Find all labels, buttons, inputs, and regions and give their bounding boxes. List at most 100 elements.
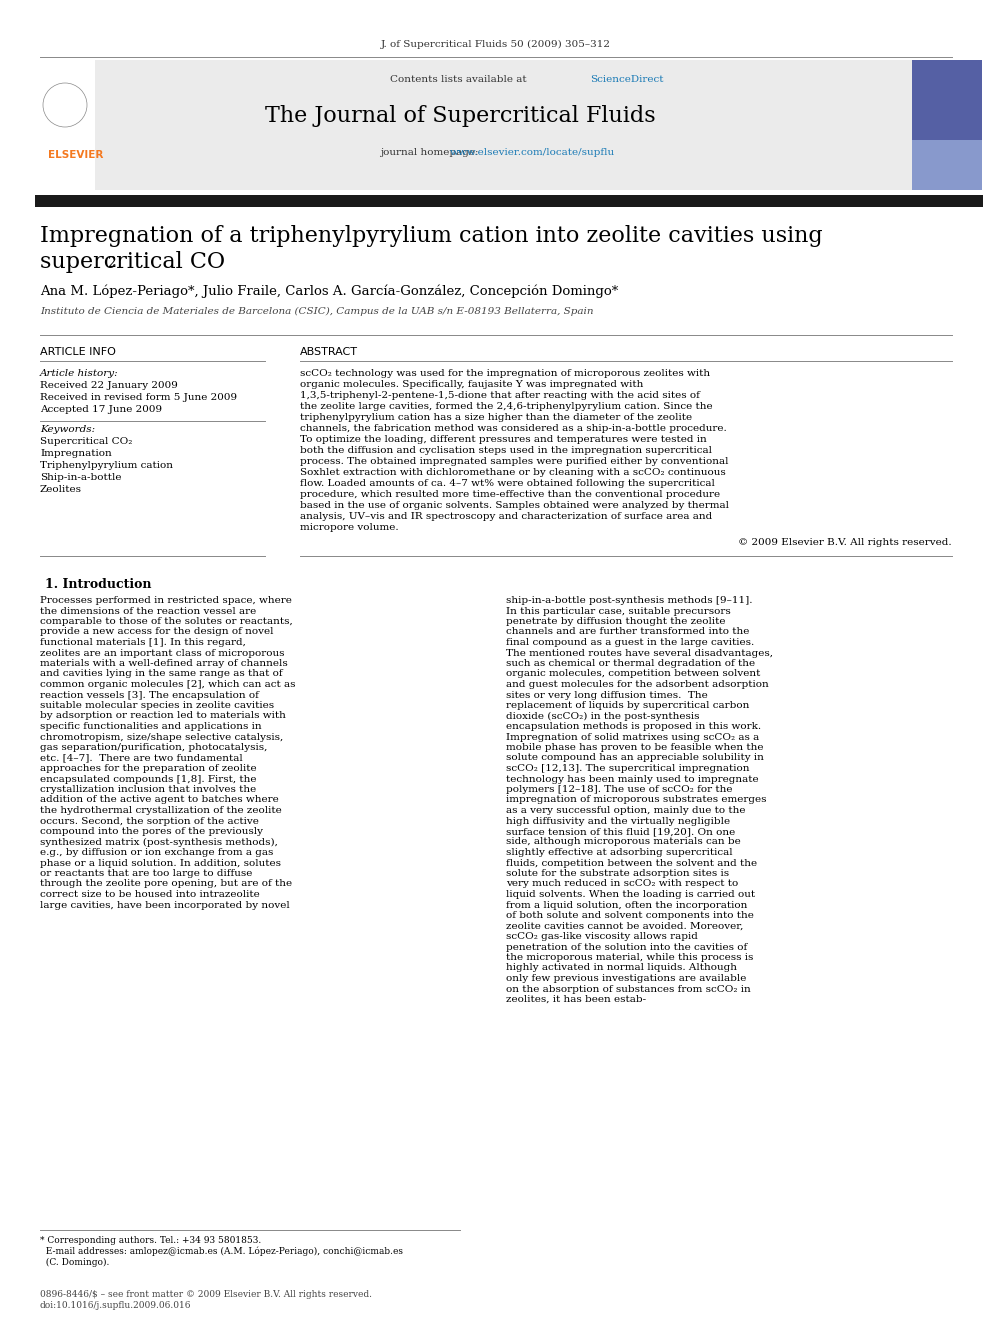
Text: from a liquid solution, often the incorporation: from a liquid solution, often the incorp… xyxy=(506,901,747,909)
Text: fluids, competition between the solvent and the: fluids, competition between the solvent … xyxy=(506,859,757,868)
Text: the microporous material, while this process is: the microporous material, while this pro… xyxy=(506,953,753,962)
Text: penetration of the solution into the cavities of: penetration of the solution into the cav… xyxy=(506,942,747,951)
Text: Received in revised form 5 June 2009: Received in revised form 5 June 2009 xyxy=(40,393,237,402)
Text: Keywords:: Keywords: xyxy=(40,425,95,434)
Text: polymers [12–18]. The use of scCO₂ for the: polymers [12–18]. The use of scCO₂ for t… xyxy=(506,785,732,794)
Text: gas separation/purification, photocatalysis,: gas separation/purification, photocataly… xyxy=(40,744,268,751)
Text: channels, the fabrication method was considered as a ship-in-a-bottle procedure.: channels, the fabrication method was con… xyxy=(300,423,727,433)
Text: materials with a well-defined array of channels: materials with a well-defined array of c… xyxy=(40,659,288,668)
Text: The mentioned routes have several disadvantages,: The mentioned routes have several disadv… xyxy=(506,648,773,658)
Text: scCO₂ [12,13]. The supercritical impregnation: scCO₂ [12,13]. The supercritical impregn… xyxy=(506,763,750,773)
Text: chromotropism, size/shape selective catalysis,: chromotropism, size/shape selective cata… xyxy=(40,733,284,741)
Text: organic molecules. Specifically, faujasite Y was impregnated with: organic molecules. Specifically, faujasi… xyxy=(300,380,644,389)
Text: by adsorption or reaction led to materials with: by adsorption or reaction led to materia… xyxy=(40,712,286,721)
Text: Processes performed in restricted space, where: Processes performed in restricted space,… xyxy=(40,595,292,605)
Text: of both solute and solvent components into the: of both solute and solvent components in… xyxy=(506,912,754,919)
Text: both the diffusion and cyclisation steps used in the impregnation supercritical: both the diffusion and cyclisation steps… xyxy=(300,446,712,455)
Text: liquid solvents. When the loading is carried out: liquid solvents. When the loading is car… xyxy=(506,890,755,900)
Text: as a very successful option, mainly due to the: as a very successful option, mainly due … xyxy=(506,806,746,815)
Text: Impregnation of solid matrixes using scCO₂ as a: Impregnation of solid matrixes using scC… xyxy=(506,733,759,741)
Text: based in the use of organic solvents. Samples obtained were analyzed by thermal: based in the use of organic solvents. Sa… xyxy=(300,501,729,509)
Text: zeolites are an important class of microporous: zeolites are an important class of micro… xyxy=(40,648,285,658)
Text: large cavities, have been incorporated by novel: large cavities, have been incorporated b… xyxy=(40,901,290,909)
Text: The Journal of Supercritical Fluids: The Journal of Supercritical Fluids xyxy=(265,105,656,127)
Text: addition of the active agent to batches where: addition of the active agent to batches … xyxy=(40,795,279,804)
Text: surface tension of this fluid [19,20]. On one: surface tension of this fluid [19,20]. O… xyxy=(506,827,735,836)
Text: technology has been mainly used to impregnate: technology has been mainly used to impre… xyxy=(506,774,759,783)
Text: reaction vessels [3]. The encapsulation of: reaction vessels [3]. The encapsulation … xyxy=(40,691,259,700)
Text: Impregnation of a triphenylpyrylium cation into zeolite cavities using: Impregnation of a triphenylpyrylium cati… xyxy=(40,225,822,247)
Text: ScienceDirect: ScienceDirect xyxy=(590,75,664,83)
Text: encapsulation methods is proposed in this work.: encapsulation methods is proposed in thi… xyxy=(506,722,761,732)
Text: ELSEVIER: ELSEVIER xyxy=(48,149,103,160)
Text: solute compound has an appreciable solubility in: solute compound has an appreciable solub… xyxy=(506,754,764,762)
Text: replacement of liquids by supercritical carbon: replacement of liquids by supercritical … xyxy=(506,701,749,710)
Text: penetrate by diffusion thought the zeolite: penetrate by diffusion thought the zeoli… xyxy=(506,617,725,626)
Text: final compound as a guest in the large cavities.: final compound as a guest in the large c… xyxy=(506,638,754,647)
Text: Received 22 January 2009: Received 22 January 2009 xyxy=(40,381,178,390)
Text: supercritical CO: supercritical CO xyxy=(40,251,225,273)
Text: approaches for the preparation of zeolite: approaches for the preparation of zeolit… xyxy=(40,763,257,773)
Text: such as chemical or thermal degradation of the: such as chemical or thermal degradation … xyxy=(506,659,755,668)
Text: highly activated in normal liquids. Although: highly activated in normal liquids. Alth… xyxy=(506,963,737,972)
Text: J. of Supercritical Fluids 50 (2009) 305–312: J. of Supercritical Fluids 50 (2009) 305… xyxy=(381,40,611,49)
Text: www.elsevier.com/locate/supflu: www.elsevier.com/locate/supflu xyxy=(450,148,615,157)
Text: the dimensions of the reaction vessel are: the dimensions of the reaction vessel ar… xyxy=(40,606,256,615)
Text: specific functionalities and applications in: specific functionalities and application… xyxy=(40,722,262,732)
Text: Supercritical CO₂: Supercritical CO₂ xyxy=(40,437,132,446)
Text: the zeolite large cavities, formed the 2,4,6-triphenylpyrylium cation. Since the: the zeolite large cavities, formed the 2… xyxy=(300,402,712,411)
Text: and cavities lying in the same range as that of: and cavities lying in the same range as … xyxy=(40,669,283,679)
Text: In this particular case, suitable precursors: In this particular case, suitable precur… xyxy=(506,606,731,615)
Text: Soxhlet extraction with dichloromethane or by cleaning with a scCO₂ continuous: Soxhlet extraction with dichloromethane … xyxy=(300,468,726,478)
FancyBboxPatch shape xyxy=(35,194,983,206)
Text: channels and are further transformed into the: channels and are further transformed int… xyxy=(506,627,749,636)
Text: correct size to be housed into intrazeolite: correct size to be housed into intrazeol… xyxy=(40,890,260,900)
Text: Ana M. López-Periago*, Julio Fraile, Carlos A. García-González, Concepción Domin: Ana M. López-Periago*, Julio Fraile, Car… xyxy=(40,284,618,299)
Text: common organic molecules [2], which can act as: common organic molecules [2], which can … xyxy=(40,680,296,689)
Text: synthesized matrix (post-synthesis methods),: synthesized matrix (post-synthesis metho… xyxy=(40,837,278,847)
Text: provide a new access for the design of novel: provide a new access for the design of n… xyxy=(40,627,274,636)
Text: ABSTRACT: ABSTRACT xyxy=(300,347,358,357)
Text: scCO₂ gas-like viscosity allows rapid: scCO₂ gas-like viscosity allows rapid xyxy=(506,931,698,941)
Text: flow. Loaded amounts of ca. 4–7 wt% were obtained following the supercritical: flow. Loaded amounts of ca. 4–7 wt% were… xyxy=(300,479,715,488)
Text: mobile phase has proven to be feasible when the: mobile phase has proven to be feasible w… xyxy=(506,744,764,751)
Text: functional materials [1]. In this regard,: functional materials [1]. In this regard… xyxy=(40,638,246,647)
Text: on the absorption of substances from scCO₂ in: on the absorption of substances from scC… xyxy=(506,984,751,994)
Text: Accepted 17 June 2009: Accepted 17 June 2009 xyxy=(40,405,162,414)
Text: comparable to those of the solutes or reactants,: comparable to those of the solutes or re… xyxy=(40,617,293,626)
Text: (C. Domingo).: (C. Domingo). xyxy=(40,1258,109,1267)
Text: Contents lists available at: Contents lists available at xyxy=(390,75,530,83)
Text: 2: 2 xyxy=(107,255,116,270)
Text: 1. Introduction: 1. Introduction xyxy=(45,578,152,591)
Text: zeolite cavities cannot be avoided. Moreover,: zeolite cavities cannot be avoided. More… xyxy=(506,922,743,930)
Text: ship-in-a-bottle post-synthesis methods [9–11].: ship-in-a-bottle post-synthesis methods … xyxy=(506,595,753,605)
FancyBboxPatch shape xyxy=(912,140,982,191)
Text: organic molecules, competition between solvent: organic molecules, competition between s… xyxy=(506,669,761,679)
Text: or reactants that are too large to diffuse: or reactants that are too large to diffu… xyxy=(40,869,252,878)
Text: journal homepage:: journal homepage: xyxy=(380,148,482,157)
Text: Zeolites: Zeolites xyxy=(40,486,82,493)
Text: Article history:: Article history: xyxy=(40,369,119,378)
Text: etc. [4–7].  There are two fundamental: etc. [4–7]. There are two fundamental xyxy=(40,754,243,762)
Text: zeolites, it has been estab-: zeolites, it has been estab- xyxy=(506,995,646,1004)
Text: dioxide (scCO₂) in the post-synthesis: dioxide (scCO₂) in the post-synthesis xyxy=(506,712,699,721)
Text: E-mail addresses: amlopez@icmab.es (A.M. López-Periago), conchi@icmab.es: E-mail addresses: amlopez@icmab.es (A.M.… xyxy=(40,1248,403,1257)
Text: scCO₂ technology was used for the impregnation of microporous zeolites with: scCO₂ technology was used for the impreg… xyxy=(300,369,710,378)
Text: phase or a liquid solution. In addition, solutes: phase or a liquid solution. In addition,… xyxy=(40,859,281,868)
Text: compound into the pores of the previously: compound into the pores of the previousl… xyxy=(40,827,263,836)
FancyBboxPatch shape xyxy=(75,60,915,191)
FancyBboxPatch shape xyxy=(912,60,982,191)
Text: procedure, which resulted more time-effective than the conventional procedure: procedure, which resulted more time-effe… xyxy=(300,490,720,499)
Text: slightly effective at adsorbing supercritical: slightly effective at adsorbing supercri… xyxy=(506,848,733,857)
Text: triphenylpyrylium cation has a size higher than the diameter of the zeolite: triphenylpyrylium cation has a size high… xyxy=(300,413,692,422)
Text: micropore volume.: micropore volume. xyxy=(300,523,399,532)
Text: very much reduced in scCO₂ with respect to: very much reduced in scCO₂ with respect … xyxy=(506,880,738,889)
Text: through the zeolite pore opening, but are of the: through the zeolite pore opening, but ar… xyxy=(40,880,292,889)
Text: the hydrothermal crystallization of the zeolite: the hydrothermal crystallization of the … xyxy=(40,806,282,815)
Text: encapsulated compounds [1,8]. First, the: encapsulated compounds [1,8]. First, the xyxy=(40,774,257,783)
Text: process. The obtained impregnated samples were purified either by conventional: process. The obtained impregnated sample… xyxy=(300,456,728,466)
Text: Instituto de Ciencia de Materiales de Barcelona (CSIC), Campus de la UAB s/n E-0: Instituto de Ciencia de Materiales de Ba… xyxy=(40,307,593,316)
Text: high diffusivity and the virtually negligible: high diffusivity and the virtually negli… xyxy=(506,816,730,826)
Text: To optimize the loading, different pressures and temperatures were tested in: To optimize the loading, different press… xyxy=(300,435,706,445)
Text: © 2009 Elsevier B.V. All rights reserved.: © 2009 Elsevier B.V. All rights reserved… xyxy=(738,538,952,546)
